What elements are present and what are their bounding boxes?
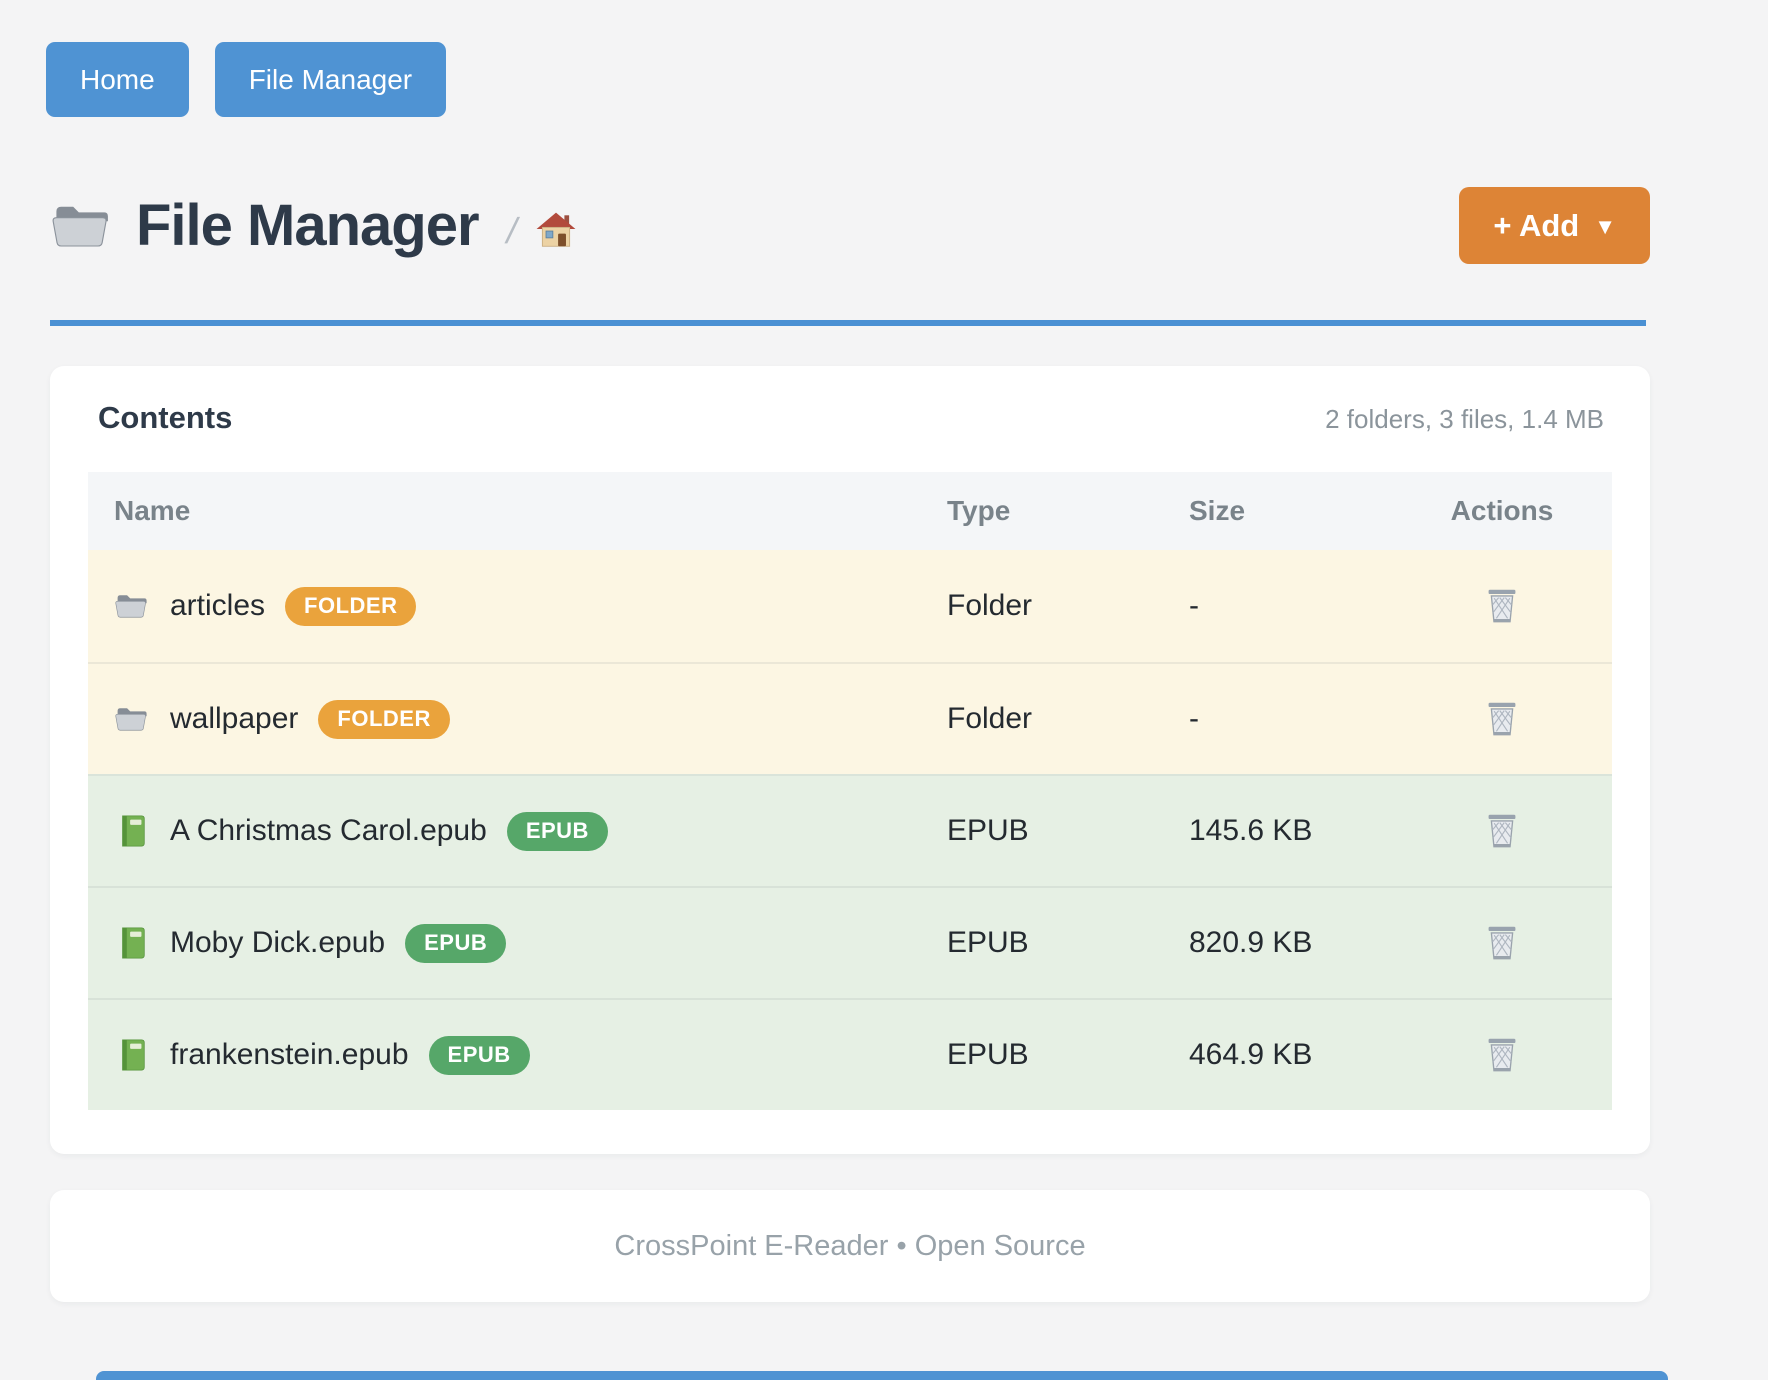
card-header: Contents 2 folders, 3 files, 1.4 MB	[88, 400, 1612, 436]
file-name[interactable]: Moby Dick.epub	[170, 926, 386, 959]
trash-icon[interactable]	[1482, 587, 1522, 625]
size-cell: -	[1189, 702, 1199, 735]
table-header-row: Name Type Size Actions	[88, 472, 1612, 550]
caret-down-icon: ▼	[1594, 214, 1616, 239]
epub-badge: EPUB	[506, 811, 608, 851]
folder-icon	[114, 589, 150, 623]
table-row: Moby Dick.epub EPUB EPUB 820.9 KB	[88, 886, 1612, 998]
folder-badge: FOLDER	[285, 586, 417, 626]
type-cell: EPUB	[947, 926, 1029, 959]
size-cell: 464.9 KB	[1189, 1038, 1313, 1071]
column-header-type: Type	[947, 495, 1011, 526]
column-header-size: Size	[1189, 495, 1246, 526]
type-cell: Folder	[947, 702, 1033, 735]
green-book-icon	[114, 1038, 150, 1072]
folder-icon	[114, 702, 150, 736]
file-manager-button[interactable]: File Manager	[214, 42, 447, 117]
house-icon[interactable]	[535, 210, 577, 250]
column-header-actions: Actions	[1450, 495, 1554, 526]
table-row: wallpaper FOLDER Folder -	[88, 662, 1612, 774]
footer-text: CrossPoint E-Reader • Open Source	[614, 1229, 1086, 1262]
epub-badge: EPUB	[405, 923, 507, 963]
type-cell: Folder	[947, 589, 1033, 622]
contents-card: Contents 2 folders, 3 files, 1.4 MB Name…	[50, 366, 1650, 1154]
size-cell: 820.9 KB	[1189, 926, 1313, 959]
type-cell: EPUB	[947, 814, 1029, 847]
contents-summary: 2 folders, 3 files, 1.4 MB	[1325, 404, 1604, 434]
green-book-icon	[114, 926, 150, 960]
table-row: frankenstein.epub EPUB EPUB 464.9 KB	[88, 998, 1612, 1110]
file-name[interactable]: articles	[170, 589, 266, 622]
file-name[interactable]: wallpaper	[170, 702, 299, 735]
type-cell: EPUB	[947, 1038, 1029, 1071]
column-header-name: Name	[114, 495, 191, 526]
trash-icon[interactable]	[1482, 1036, 1522, 1074]
add-button[interactable]: + Add ▼	[1459, 187, 1650, 264]
folder-icon	[50, 198, 114, 254]
top-nav: Home File Manager	[46, 0, 1650, 117]
file-name[interactable]: A Christmas Carol.epub	[170, 814, 487, 847]
add-button-label: + Add	[1493, 207, 1580, 243]
page-title-group: File Manager /	[50, 192, 577, 259]
trash-icon[interactable]	[1482, 700, 1522, 738]
size-cell: -	[1189, 589, 1199, 622]
partial-bottom-element	[96, 1371, 1668, 1380]
table-row: articles FOLDER Folder -	[88, 550, 1612, 662]
green-book-icon	[114, 814, 150, 848]
breadcrumb-separator: /	[502, 209, 522, 251]
page-header: File Manager / + Add ▼	[50, 187, 1650, 264]
file-name[interactable]: frankenstein.epub	[170, 1038, 409, 1071]
file-table: Name Type Size Actions articl	[88, 472, 1612, 1110]
footer: CrossPoint E-Reader • Open Source	[50, 1190, 1650, 1302]
card-title: Contents	[98, 400, 233, 435]
page-title: File Manager	[136, 193, 480, 258]
epub-badge: EPUB	[428, 1035, 530, 1075]
size-cell: 145.6 KB	[1189, 814, 1313, 847]
title-divider	[50, 320, 1646, 326]
table-row: A Christmas Carol.epub EPUB EPUB 145.6 K…	[88, 774, 1612, 886]
trash-icon[interactable]	[1482, 812, 1522, 850]
home-button[interactable]: Home	[46, 42, 189, 117]
trash-icon[interactable]	[1482, 924, 1522, 962]
folder-badge: FOLDER	[318, 699, 450, 739]
